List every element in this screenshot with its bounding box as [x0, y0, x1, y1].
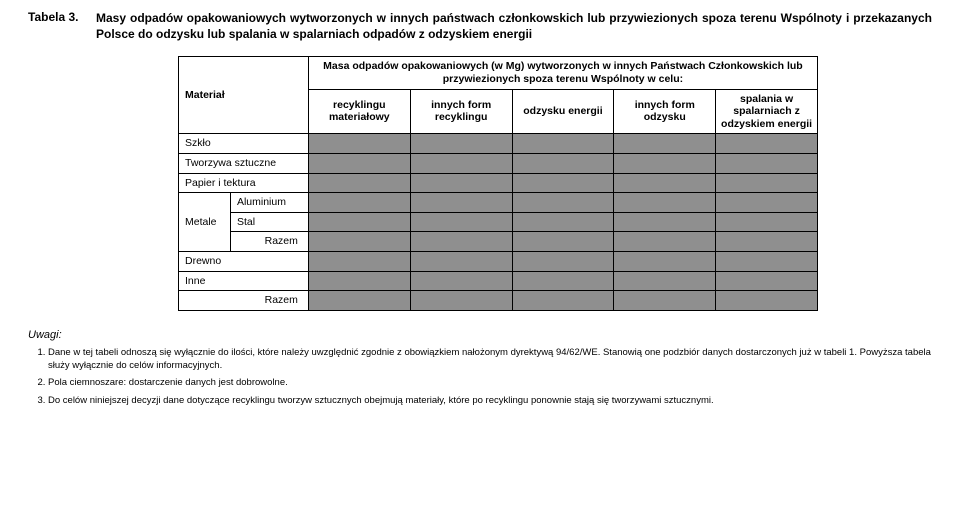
table-row: Tworzywa sztuczne: [179, 153, 818, 173]
data-cell: [512, 291, 614, 311]
row-label: Szkło: [179, 134, 309, 154]
data-cell: [308, 212, 410, 232]
total-label: Razem: [179, 291, 309, 311]
data-cell: [614, 232, 716, 252]
table-row: Szkło: [179, 134, 818, 154]
col-header-0: recyklingu materiałowy: [308, 89, 410, 134]
data-cell: [410, 153, 512, 173]
data-cell: [614, 153, 716, 173]
row-label: Drewno: [179, 251, 309, 271]
row-label: Papier i tektura: [179, 173, 309, 193]
data-cell: [512, 212, 614, 232]
data-cell: [614, 271, 716, 291]
table-container: Materiał Masa odpadów opakowaniowych (w …: [178, 56, 818, 310]
data-cell: [308, 271, 410, 291]
data-cell: [308, 232, 410, 252]
data-cell: [716, 193, 818, 213]
table-number: Tabela 3.: [28, 10, 96, 24]
data-cell: [308, 291, 410, 311]
material-header: Materiał: [179, 57, 309, 134]
data-cell: [410, 251, 512, 271]
data-cell: [614, 251, 716, 271]
data-cell: [308, 251, 410, 271]
col-header-1: innych form recyklingu: [410, 89, 512, 134]
data-cell: [410, 173, 512, 193]
table-row-total: Razem: [179, 291, 818, 311]
table-row: Drewno: [179, 251, 818, 271]
data-cell: [410, 193, 512, 213]
data-cell: [512, 173, 614, 193]
data-cell: [512, 193, 614, 213]
page: Tabela 3. Masy odpadów opakowaniowych wy…: [0, 0, 960, 517]
data-cell: [410, 271, 512, 291]
data-cell: [410, 291, 512, 311]
data-cell: [716, 291, 818, 311]
data-cell: [716, 271, 818, 291]
data-cell: [308, 173, 410, 193]
data-cell: [716, 153, 818, 173]
data-cell: [614, 193, 716, 213]
table-title: Masy odpadów opakowaniowych wytworzonych…: [96, 10, 932, 42]
data-cell: [308, 153, 410, 173]
row-label: Stal: [230, 212, 308, 232]
row-label: Tworzywa sztuczne: [179, 153, 309, 173]
data-cell: [614, 134, 716, 154]
data-cell: [410, 232, 512, 252]
data-cell: [512, 134, 614, 154]
group-label-metals: Metale: [179, 193, 231, 252]
data-cell: [716, 134, 818, 154]
table-row: Razem: [179, 232, 818, 252]
table-row: Papier i tektura: [179, 173, 818, 193]
data-cell: [410, 134, 512, 154]
data-table: Materiał Masa odpadów opakowaniowych (w …: [178, 56, 818, 310]
data-cell: [716, 212, 818, 232]
data-cell: [308, 134, 410, 154]
data-cell: [614, 212, 716, 232]
note-item: Dane w tej tabeli odnoszą się wyłącznie …: [48, 347, 932, 373]
top-header: Masa odpadów opakowaniowych (w Mg) wytwo…: [308, 57, 817, 89]
row-label: Inne: [179, 271, 309, 291]
note-item: Pola ciemnoszare: dostarczenie danych je…: [48, 377, 932, 390]
data-cell: [716, 232, 818, 252]
data-cell: [614, 173, 716, 193]
header-row: Tabela 3. Masy odpadów opakowaniowych wy…: [28, 10, 932, 42]
col-header-4: spalania w spalarniach z odzyskiem energ…: [716, 89, 818, 134]
data-cell: [512, 271, 614, 291]
subtotal-label: Razem: [230, 232, 308, 252]
data-cell: [716, 173, 818, 193]
data-cell: [410, 212, 512, 232]
data-cell: [308, 193, 410, 213]
table-row: Stal: [179, 212, 818, 232]
notes-list: Dane w tej tabeli odnoszą się wyłącznie …: [28, 347, 932, 408]
data-cell: [512, 232, 614, 252]
data-cell: [614, 291, 716, 311]
table-row: Inne: [179, 271, 818, 291]
row-label: Aluminium: [230, 193, 308, 213]
col-header-2: odzysku energii: [512, 89, 614, 134]
note-item: Do celów niniejszej decyzji dane dotyczą…: [48, 395, 932, 408]
notes-heading: Uwagi:: [28, 329, 932, 341]
data-cell: [512, 153, 614, 173]
col-header-3: innych form odzysku: [614, 89, 716, 134]
data-cell: [512, 251, 614, 271]
data-cell: [716, 251, 818, 271]
table-row: Metale Aluminium: [179, 193, 818, 213]
